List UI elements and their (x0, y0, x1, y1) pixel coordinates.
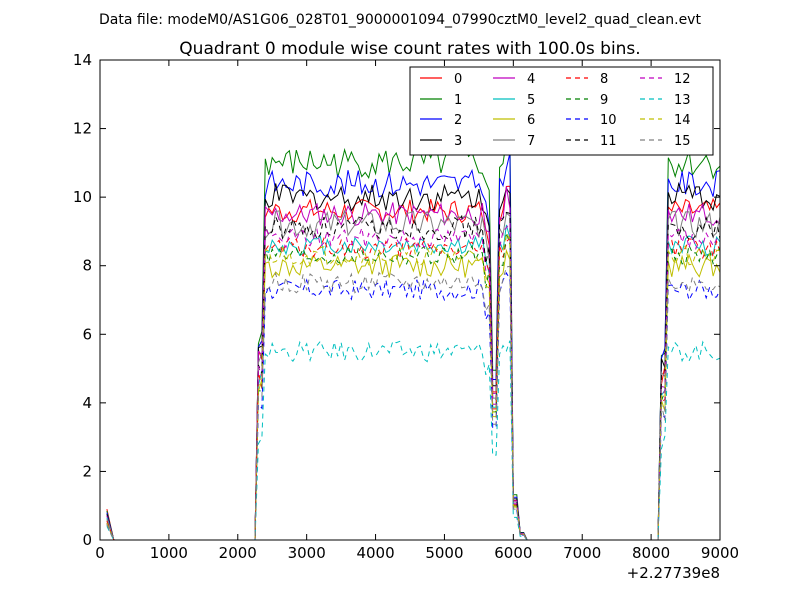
legend-entry-13: 13 (640, 93, 691, 108)
y-tick-label-0: 0 (82, 531, 92, 549)
legend-entry-7: 7 (493, 134, 535, 149)
plot-border (99, 59, 721, 541)
legend-label-10: 10 (600, 113, 617, 128)
legend-entry-14: 14 (640, 113, 691, 128)
legend-label-9: 9 (600, 93, 608, 108)
legend-entry-5: 5 (493, 93, 535, 108)
y-tick-label-3: 6 (82, 325, 92, 343)
x-tick-label-3: 3000 (288, 544, 326, 562)
legend-box (409, 66, 714, 156)
x-tick-label-4: 4000 (356, 544, 394, 562)
legend-label-3: 3 (454, 134, 462, 149)
x-tick-label-7: 7000 (563, 544, 601, 562)
legend-entry-9: 9 (566, 93, 608, 108)
legend-entry-8: 8 (566, 72, 608, 87)
y-tick-label-4: 8 (82, 257, 92, 275)
legend-label-4: 4 (527, 72, 535, 87)
x-tick-label-2: 2000 (219, 544, 257, 562)
y-tick-label-1: 2 (82, 462, 92, 480)
legend-entry-4: 4 (493, 72, 535, 87)
legend-label-1: 1 (454, 93, 462, 108)
legend-label-15: 15 (674, 134, 691, 149)
legend-entry-1: 1 (420, 93, 462, 108)
x-axis: 0 1000 2000 3000 4000 5000 6000 7000 8000 9000 (95, 60, 739, 562)
data-file-suptitle: Data file: modeM0/AS1G06_028T01_90000010… (99, 12, 701, 28)
x-offset-label: +2.27739e8 (627, 564, 720, 582)
series-line-8 (106, 236, 721, 541)
x-tick-label-6: 6000 (494, 544, 532, 562)
legend-label-8: 8 (600, 72, 608, 87)
x-tick-label-1: 1000 (150, 544, 188, 562)
legend-entry-3: 3 (420, 134, 462, 149)
y-tick-label-7: 14 (73, 51, 92, 69)
legend-label-5: 5 (527, 93, 535, 108)
y-tick-label-5: 10 (73, 188, 92, 206)
legend-entry-15: 15 (640, 134, 691, 149)
x-tick-label-9: 9000 (701, 544, 739, 562)
y-tick-label-6: 12 (73, 120, 92, 138)
legend-entry-11: 11 (566, 134, 617, 149)
chart-title: Quadrant 0 module wise count rates with … (179, 39, 640, 59)
legend-entry-6: 6 (493, 113, 535, 128)
legend-label-14: 14 (674, 113, 691, 128)
legend-label-12: 12 (674, 72, 691, 87)
x-tick-label-8: 8000 (632, 544, 670, 562)
legend-label-2: 2 (454, 113, 462, 128)
legend-label-13: 13 (674, 93, 691, 108)
legend-entry-2: 2 (420, 113, 462, 128)
y-tick-label-2: 4 (82, 394, 92, 412)
legend-entry-10: 10 (566, 113, 617, 128)
legend-label-6: 6 (527, 113, 535, 128)
legend-label-7: 7 (527, 134, 535, 149)
legend-entry-12: 12 (640, 72, 691, 87)
legend-label-11: 11 (600, 134, 617, 149)
x-tick-label-5: 5000 (425, 544, 463, 562)
x-tick-label-0: 0 (95, 544, 105, 562)
legend-label-0: 0 (454, 72, 462, 87)
legend-entry-0: 0 (420, 72, 462, 87)
